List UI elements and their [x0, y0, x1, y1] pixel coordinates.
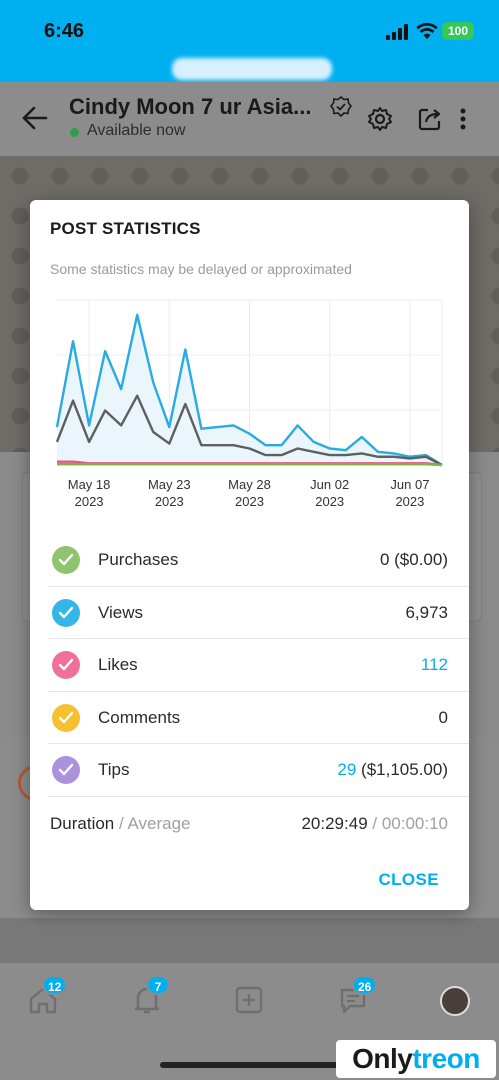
x-tick-year-label: 2023	[155, 494, 184, 509]
stat-value: 112	[420, 655, 448, 674]
stat-row-likes: Likes 112	[48, 639, 469, 692]
statistics-chart: May 18 2023 May 23 2023 May 28 2023 Jun 02 2023…	[55, 299, 443, 509]
x-tick-label: May 23	[148, 477, 191, 492]
nav-messages[interactable]: 26	[338, 975, 378, 1015]
stat-value: 0	[438, 707, 448, 727]
stat-row-comments: Comments 0	[48, 692, 469, 744]
nav-notifications[interactable]: 7	[132, 975, 170, 1015]
x-tick-label: Jun 07	[390, 477, 429, 492]
check-circle-icon	[52, 756, 80, 784]
stat-row-views: Views 6,973	[48, 587, 469, 639]
post-statistics-dialog: POST STATISTICS Some statistics may be d…	[30, 200, 469, 910]
check-circle-icon	[52, 703, 80, 732]
url-redaction	[172, 58, 332, 80]
x-tick-year-label: 2023	[75, 494, 104, 509]
stat-label: Comments	[98, 707, 181, 727]
message-area-footer	[0, 918, 499, 962]
series-line-0	[55, 313, 443, 467]
messages-badge: 26	[352, 975, 378, 995]
stat-label: Tips	[98, 760, 130, 779]
stats-list: Purchases 0 ($0.00) Views 6,973 Likes 112 Comm…	[48, 534, 469, 797]
notifications-badge: 7	[146, 975, 170, 995]
x-tick-year-label: 2023	[315, 494, 344, 509]
check-circle-icon	[52, 546, 80, 574]
check-circle-icon	[52, 651, 80, 679]
check-circle-icon	[52, 598, 80, 627]
gear-icon[interactable]	[367, 106, 393, 132]
home-indicator[interactable]	[160, 1062, 340, 1068]
series-line-3	[57, 462, 443, 467]
online-status-text: Available now	[87, 122, 186, 139]
stat-label: Views	[98, 602, 144, 622]
stat-row-purchases: Purchases 0 ($0.00)	[48, 534, 469, 587]
watermark-logo: Onlytreon	[336, 1040, 496, 1078]
series-line-1	[55, 394, 443, 467]
back-arrow-icon[interactable]	[22, 106, 48, 130]
nav-home[interactable]: 12	[28, 975, 68, 1015]
x-tick-year-label: 2023	[235, 494, 264, 509]
close-button[interactable]: CLOSE	[378, 870, 439, 889]
stat-value: 6,973	[405, 602, 448, 622]
dialog-subtitle: Some statistics may be delayed or approx…	[50, 261, 352, 277]
dialog-title: POST STATISTICS	[50, 219, 201, 238]
duration-value: 20:29:49 / 00:00:10	[301, 814, 448, 833]
stat-label: Likes	[98, 655, 138, 674]
signal-icon	[386, 24, 408, 40]
verified-icon	[330, 96, 352, 118]
profile-avatar[interactable]	[440, 986, 470, 1016]
stat-label: Purchases	[98, 550, 179, 569]
online-status-dot	[70, 128, 79, 137]
series-area-0	[57, 314, 442, 465]
nav-new-post[interactable]	[234, 985, 264, 1015]
wifi-icon	[416, 23, 438, 39]
clock: 6:46	[44, 20, 85, 42]
x-tick-year-label: 2023	[395, 494, 424, 509]
share-icon[interactable]	[417, 106, 443, 132]
battery-indicator: 100	[442, 22, 474, 40]
home-badge: 12	[42, 975, 68, 995]
stat-value: 29 ($1,105.00)	[337, 760, 448, 779]
x-tick-label: May 18	[68, 477, 111, 492]
chat-title[interactable]: Cindy Moon 7 ur Asia...	[69, 94, 312, 119]
more-options-icon[interactable]	[458, 106, 468, 132]
x-tick-label: Jun 02	[310, 477, 349, 492]
add-post-icon	[235, 986, 263, 1014]
status-bar: 6:46 100	[0, 0, 499, 82]
stat-row-tips: Tips 29 ($1,105.00)	[48, 744, 469, 797]
stat-value: 0 ($0.00)	[379, 550, 448, 569]
duration-label: Duration / Average	[50, 814, 191, 833]
chat-header: Cindy Moon 7 ur Asia... Available now	[0, 82, 499, 156]
x-tick-label: May 28	[228, 477, 271, 492]
